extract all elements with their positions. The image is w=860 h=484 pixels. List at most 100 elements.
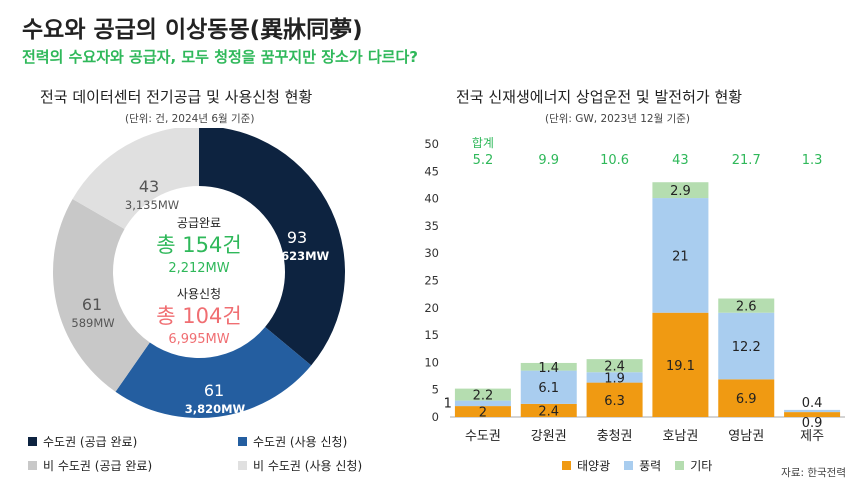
- donut-slice-1: [115, 327, 312, 418]
- slice-mw-2: 589MW: [71, 316, 114, 330]
- bar-value-label: 2.9: [670, 184, 691, 199]
- y-tick-label: 15: [424, 328, 439, 342]
- y-tick-label: 40: [424, 192, 439, 206]
- legend-item: 수도권 (공급 완료): [28, 433, 137, 450]
- bar-value-label: 2.4: [604, 360, 625, 375]
- legend-item: 기타: [675, 457, 712, 474]
- bar-value-label: 2: [479, 406, 487, 421]
- bar-total-label: 10.6: [600, 153, 629, 168]
- slice-mw-0: 1,623MW: [269, 249, 330, 263]
- source-note: 자료: 한국전력: [781, 467, 846, 479]
- bar-value-label: 1: [444, 396, 452, 411]
- slice-value-1: 61: [204, 381, 224, 400]
- legend-item: 비 수도권 (공급 완료): [28, 457, 152, 474]
- x-category-label: 영남권: [728, 429, 764, 444]
- bar-segment-2: [454, 388, 511, 401]
- legend-label: 태양광: [577, 459, 611, 473]
- slice-mw-1: 3,820MW: [185, 402, 246, 416]
- legend-swatch: [28, 461, 37, 470]
- bar-total-label: 21.7: [732, 153, 761, 168]
- y-tick-label: 45: [424, 164, 439, 178]
- donut-slice-2: [52, 199, 150, 392]
- bar-value-label: 2.4: [538, 404, 559, 419]
- x-category-label: 수도권: [465, 429, 501, 444]
- center-applied-mw: 6,995MW: [168, 332, 229, 347]
- bar-total-label: 9.9: [538, 153, 559, 168]
- bar-segment-0: [454, 406, 511, 417]
- legend-label: 수도권 (사용 신청): [253, 435, 348, 449]
- totals-label: 합계: [472, 136, 494, 150]
- bar-value-label: 6.3: [604, 394, 625, 409]
- bar-value-label: 1.9: [604, 371, 625, 386]
- center-supplied-total: 총 154건: [156, 233, 241, 257]
- y-tick-label: 10: [424, 355, 439, 369]
- bar-segment-1: [718, 312, 775, 380]
- bar-segment-1: [652, 198, 709, 313]
- legend-item: 풍력: [624, 457, 661, 474]
- y-tick-label: 50: [424, 137, 439, 151]
- x-category-label: 강원권: [531, 429, 567, 444]
- bar-segment-1: [520, 370, 577, 404]
- legend-swatch: [624, 461, 634, 470]
- y-tick-label: 25: [424, 274, 439, 288]
- y-tick-label: 35: [424, 219, 439, 233]
- center-applied-label: 사용신청: [177, 287, 221, 301]
- bar-segment-0: [718, 379, 775, 417]
- x-category-label: 호남권: [662, 429, 698, 444]
- bar-segment-0: [520, 403, 577, 417]
- slice-value-0: 93: [287, 228, 307, 247]
- bar-value-label: 2.2: [473, 389, 494, 404]
- donut-slice-3: [72, 128, 199, 229]
- bar-value-label: 12.2: [732, 340, 761, 355]
- x-category-label: 제주: [800, 429, 824, 444]
- y-tick-label: 30: [424, 246, 439, 260]
- bar-value-label: 6.9: [736, 392, 757, 407]
- legend-label: 기타: [690, 459, 713, 473]
- legend-item: 태양광: [562, 457, 610, 474]
- bar-chart-title: 전국 신재생에너지 상업운전 및 발전허가 현황: [456, 88, 743, 106]
- x-category-label: 충청권: [597, 429, 633, 444]
- y-tick-label: 20: [424, 301, 439, 315]
- slice-value-3: 43: [139, 177, 159, 196]
- legend-swatch: [28, 437, 37, 446]
- legend-label: 수도권 (공급 완료): [43, 435, 138, 449]
- center-supplied-label: 공급완료: [177, 216, 221, 230]
- bar-chart-unit: (단위: GW, 2023년 12월 기준): [545, 113, 690, 125]
- bar-segment-0: [784, 412, 841, 417]
- bar-segment-1: [454, 400, 511, 407]
- bar-segment-2: [586, 359, 643, 373]
- legend-swatch: [238, 437, 247, 446]
- bar-total-label: 43: [672, 153, 689, 168]
- bar-value-label: 6.1: [538, 381, 559, 396]
- bar-segment-0: [652, 312, 709, 417]
- legend-item: 수도권 (사용 신청): [238, 433, 347, 450]
- bar-legend: 태양광 풍력 기타: [562, 457, 712, 474]
- bar-segment-1: [586, 372, 643, 383]
- legend-label: 비 수도권 (사용 신청): [253, 459, 363, 473]
- legend-swatch: [562, 461, 571, 470]
- bar-segment-2: [652, 182, 709, 199]
- legend-item: 비 수도권 (사용 신청): [238, 457, 362, 474]
- y-tick-label: 0: [432, 410, 439, 424]
- legend-label: 비 수도권 (공급 완료): [43, 459, 153, 473]
- donut-chart-title: 전국 데이터센터 전기공급 및 사용신청 현황: [40, 88, 313, 106]
- bar-value-label: 19.1: [666, 359, 695, 374]
- legend-label: 풍력: [639, 459, 662, 473]
- legend-swatch: [675, 461, 685, 470]
- bar-total-label: 5.2: [473, 153, 494, 168]
- legend-swatch: [238, 461, 247, 470]
- bar-segment-2: [718, 298, 775, 313]
- bar-segment-1: [784, 409, 841, 413]
- slice-mw-3: 3,135MW: [125, 198, 179, 212]
- center-applied-total: 총 104건: [156, 304, 241, 328]
- bar-total-label: 1.3: [802, 153, 823, 168]
- center-supplied-mw: 2,212MW: [168, 261, 229, 276]
- bar-segment-2: [520, 362, 577, 371]
- donut-chart-unit: (단위: 건, 2024년 6월 기준): [125, 113, 255, 125]
- page-subtitle: 전력의 수요자와 공급자, 모두 청정을 꿈꾸지만 장소가 다르다?: [22, 48, 418, 66]
- y-tick-label: 5: [432, 383, 439, 397]
- bar-value-label: 21: [672, 249, 689, 264]
- page-title: 수요와 공급의 이상동몽(異牀同夢): [22, 17, 363, 43]
- donut-slice-0: [199, 128, 345, 366]
